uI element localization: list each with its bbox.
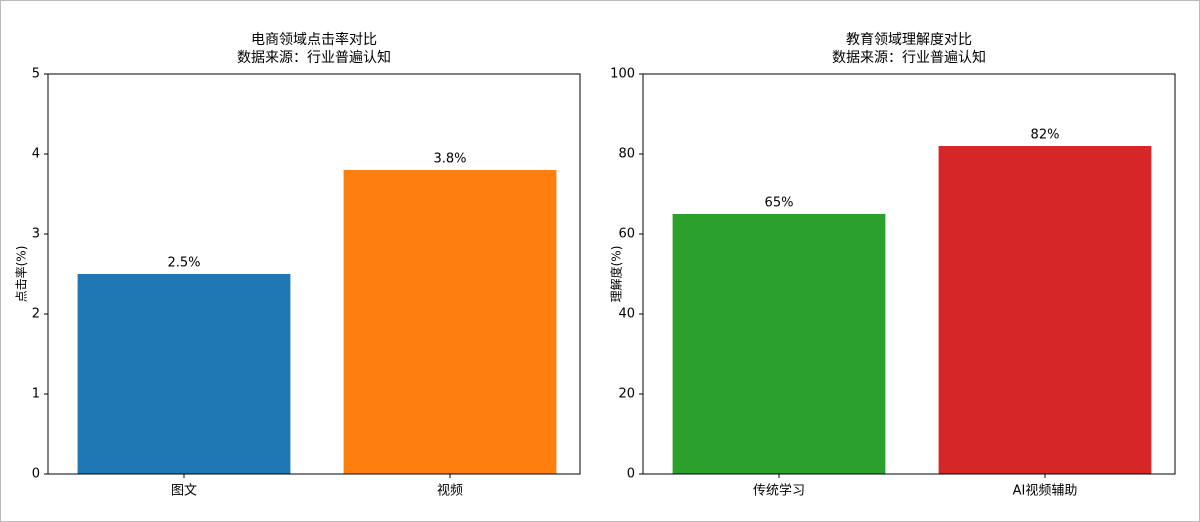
x-tick-label: 图文	[171, 484, 197, 499]
plot-frame	[47, 73, 581, 475]
x-tick-label: AI视频辅助	[1013, 484, 1078, 499]
y-tick-label: 80	[618, 147, 635, 162]
y-tick-label: 20	[618, 387, 635, 402]
y-tick-label: 4	[32, 147, 40, 162]
plot-frame	[642, 73, 1176, 475]
y-tick-label: 2	[32, 307, 40, 322]
y-tick-label: 0	[32, 467, 40, 482]
y-tick-label: 60	[618, 227, 635, 242]
y-tick-label: 40	[618, 307, 635, 322]
chart-subtitle: 数据来源：行业普遍认知	[832, 49, 986, 66]
y-tick-label: 1	[32, 387, 40, 402]
bar	[938, 146, 1152, 474]
y-tick-label: 3	[32, 227, 40, 242]
bar	[77, 274, 291, 474]
value-label: 2.5%	[167, 256, 200, 271]
value-label: 3.8%	[433, 152, 466, 167]
y-tick-label: 0	[627, 467, 635, 482]
y-tick-label: 5	[32, 67, 40, 82]
bar	[343, 170, 557, 474]
chart-title: 电商领域点击率对比	[251, 31, 377, 48]
value-label: 82%	[1031, 128, 1060, 143]
y-axis-label: 点击率(%)	[14, 246, 29, 303]
x-tick-label: 视频	[437, 484, 463, 499]
value-label: 65%	[765, 196, 794, 211]
y-axis-label: 理解度(%)	[609, 246, 624, 303]
bar	[672, 214, 886, 474]
chart-title: 教育领域理解度对比	[846, 32, 972, 48]
x-tick-label: 传统学习	[753, 483, 805, 499]
chart-subtitle: 数据来源：行业普遍认知	[237, 49, 391, 66]
y-tick-label: 100	[610, 67, 635, 82]
